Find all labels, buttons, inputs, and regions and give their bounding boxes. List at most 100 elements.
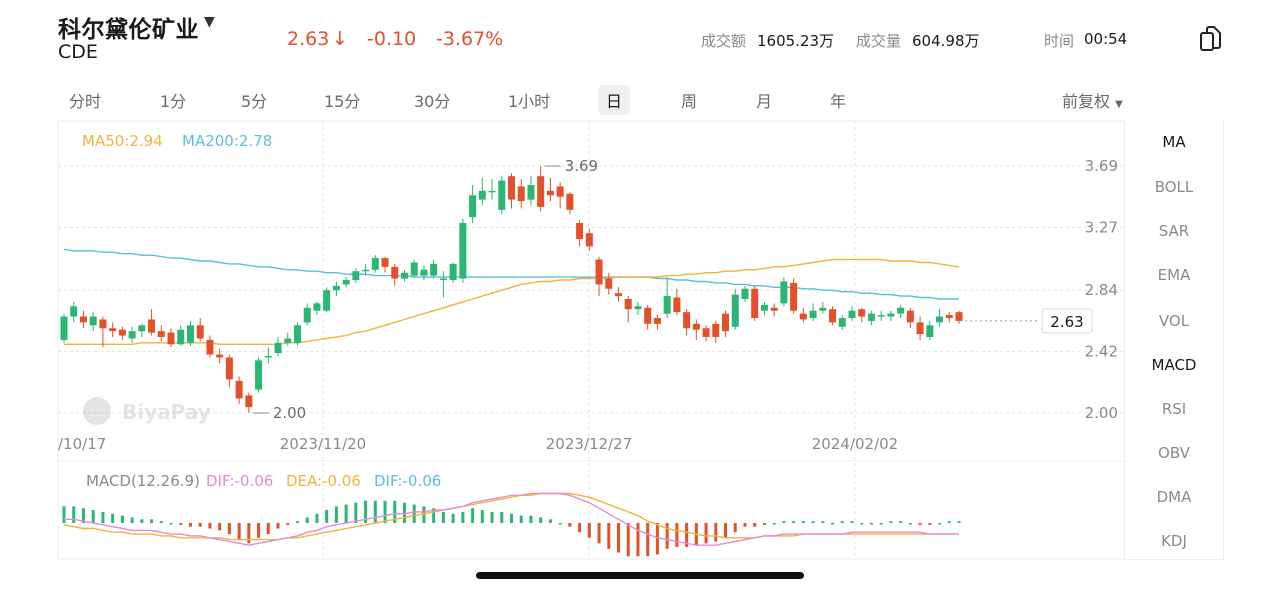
indicator-vol[interactable]: VOL bbox=[1158, 312, 1190, 330]
candle-body bbox=[274, 342, 282, 354]
candle-body bbox=[498, 180, 506, 210]
ma200-line bbox=[63, 248, 959, 300]
indicator-kdj[interactable]: KDJ bbox=[1161, 532, 1187, 550]
candle-body bbox=[186, 325, 194, 343]
candle-body bbox=[858, 309, 866, 317]
adjust-label: 前复权 bbox=[1062, 92, 1111, 111]
candle-body bbox=[391, 266, 399, 279]
macd-histogram-bar bbox=[111, 513, 115, 523]
candle-body bbox=[945, 315, 953, 318]
macd-histogram-bar bbox=[159, 521, 163, 523]
macd-histogram-bar bbox=[150, 519, 154, 523]
macd-histogram-bar bbox=[840, 521, 844, 523]
macd-histogram-bar bbox=[821, 521, 825, 523]
price-chart[interactable]: BiyaPay 3.69 3.27 2.84 2.42 2.00/10/17 2023/1… bbox=[0, 0, 1124, 591]
tab-15min[interactable]: 15分 bbox=[324, 92, 361, 111]
macd-histogram-bar bbox=[646, 523, 650, 557]
tab-month[interactable]: 月 bbox=[756, 92, 773, 111]
tab-day[interactable]: 日 bbox=[598, 85, 631, 115]
y-tick-label: 3.69 bbox=[1085, 157, 1118, 175]
macd-histogram-bar bbox=[899, 521, 903, 523]
macd-histogram-bar bbox=[257, 523, 261, 538]
macd-histogram-bar bbox=[947, 521, 951, 523]
candle-body bbox=[556, 186, 564, 197]
macd-histogram-bar bbox=[539, 517, 543, 523]
indicator-obv[interactable]: OBV bbox=[1158, 444, 1190, 462]
tab-1min[interactable]: 1分 bbox=[160, 92, 187, 111]
volume-label: 成交量 bbox=[856, 32, 902, 50]
dropdown-caret-icon[interactable]: ▼ bbox=[204, 14, 215, 30]
indicator-sar[interactable]: SAR bbox=[1158, 222, 1190, 240]
indicator-macd[interactable]: MACD bbox=[1151, 356, 1197, 374]
macd-histogram-bar bbox=[928, 523, 932, 525]
macd-histogram-bar bbox=[850, 521, 854, 523]
candle-body bbox=[790, 282, 798, 311]
tab-1hour[interactable]: 1小时 bbox=[508, 92, 551, 111]
indicator-ema[interactable]: EMA bbox=[1157, 266, 1191, 284]
stock-name[interactable]: 科尔黛伦矿业 bbox=[58, 17, 199, 43]
candle-body bbox=[897, 307, 905, 314]
macd-histogram-bar bbox=[227, 523, 231, 535]
indicator-rsi[interactable]: RSI bbox=[1161, 400, 1187, 418]
candle-body bbox=[692, 323, 700, 330]
candle-body bbox=[731, 294, 739, 327]
indicator-boll[interactable]: BOLL bbox=[1154, 178, 1194, 196]
candle-body bbox=[829, 309, 837, 323]
candle-body bbox=[702, 328, 710, 337]
period-tabs: 分时 1分 5分 15分 30分 1小时 日 周 月 年 bbox=[0, 80, 1280, 116]
macd-histogram-bar bbox=[334, 506, 338, 523]
macd-histogram-bar bbox=[714, 523, 718, 542]
macd-histogram-bar bbox=[373, 500, 377, 523]
candle-body bbox=[439, 278, 447, 281]
candle-body bbox=[469, 195, 477, 218]
tab-5min[interactable]: 5分 bbox=[241, 92, 268, 111]
tab-30min[interactable]: 30分 bbox=[414, 92, 451, 111]
macd-histogram-bar bbox=[81, 508, 85, 523]
macd-histogram-bar bbox=[578, 523, 582, 533]
macd-histogram-bar bbox=[276, 523, 280, 529]
macd-histogram-bar bbox=[869, 523, 873, 525]
macd-histogram-bar bbox=[266, 523, 270, 535]
x-tick-label: 2023/11/20 bbox=[280, 435, 366, 453]
macd-histogram-bar bbox=[665, 523, 669, 549]
last-price: 2.63 bbox=[287, 28, 330, 50]
candle-body bbox=[109, 328, 117, 332]
candle-body bbox=[663, 296, 671, 314]
adjust-dropdown[interactable]: 前复权 ▼ bbox=[1062, 88, 1123, 112]
candle-body bbox=[60, 316, 68, 340]
candle-body bbox=[955, 312, 963, 321]
tab-fenshi[interactable]: 分时 bbox=[69, 92, 102, 111]
candle-body bbox=[313, 303, 321, 311]
macd-histogram-bar bbox=[354, 502, 358, 523]
macd-histogram-bar bbox=[500, 511, 504, 523]
candle-body bbox=[478, 190, 486, 200]
candle-body bbox=[138, 325, 146, 332]
candle-body bbox=[508, 176, 515, 200]
share-icon[interactable] bbox=[1198, 24, 1224, 54]
macd-histogram-bar bbox=[441, 511, 445, 523]
macd-histogram-bar bbox=[743, 523, 747, 527]
macd-histogram-bar bbox=[237, 523, 241, 540]
macd-histogram-bar bbox=[519, 515, 523, 523]
macd-histogram-bar bbox=[198, 523, 202, 527]
stock-code: CDE bbox=[58, 41, 98, 63]
candle-body bbox=[644, 307, 652, 324]
candle-body bbox=[284, 338, 292, 343]
candle-body bbox=[381, 258, 389, 267]
chevron-down-icon: ▼ bbox=[1115, 99, 1123, 110]
tab-week[interactable]: 周 bbox=[681, 92, 698, 111]
indicator-dma[interactable]: DMA bbox=[1156, 488, 1192, 506]
candle-body bbox=[293, 325, 301, 343]
dif-line bbox=[64, 492, 959, 546]
tab-year[interactable]: 年 bbox=[830, 92, 847, 111]
macd-histogram-bar bbox=[724, 523, 728, 538]
candle-body bbox=[887, 313, 895, 317]
indicator-ma[interactable]: MA bbox=[1162, 133, 1186, 151]
y-tick-label: 2.84 bbox=[1085, 281, 1118, 299]
macd-histogram-bar bbox=[772, 523, 776, 525]
time-value: 00:54 bbox=[1084, 30, 1128, 48]
macd-histogram-bar bbox=[169, 523, 173, 525]
macd-histogram-bar bbox=[704, 523, 708, 544]
macd-histogram-bar bbox=[325, 510, 329, 523]
indicator-sidebar: MA BOLL SAR EMA VOL MACD RSI OBV DMA KDJ bbox=[1124, 121, 1224, 560]
